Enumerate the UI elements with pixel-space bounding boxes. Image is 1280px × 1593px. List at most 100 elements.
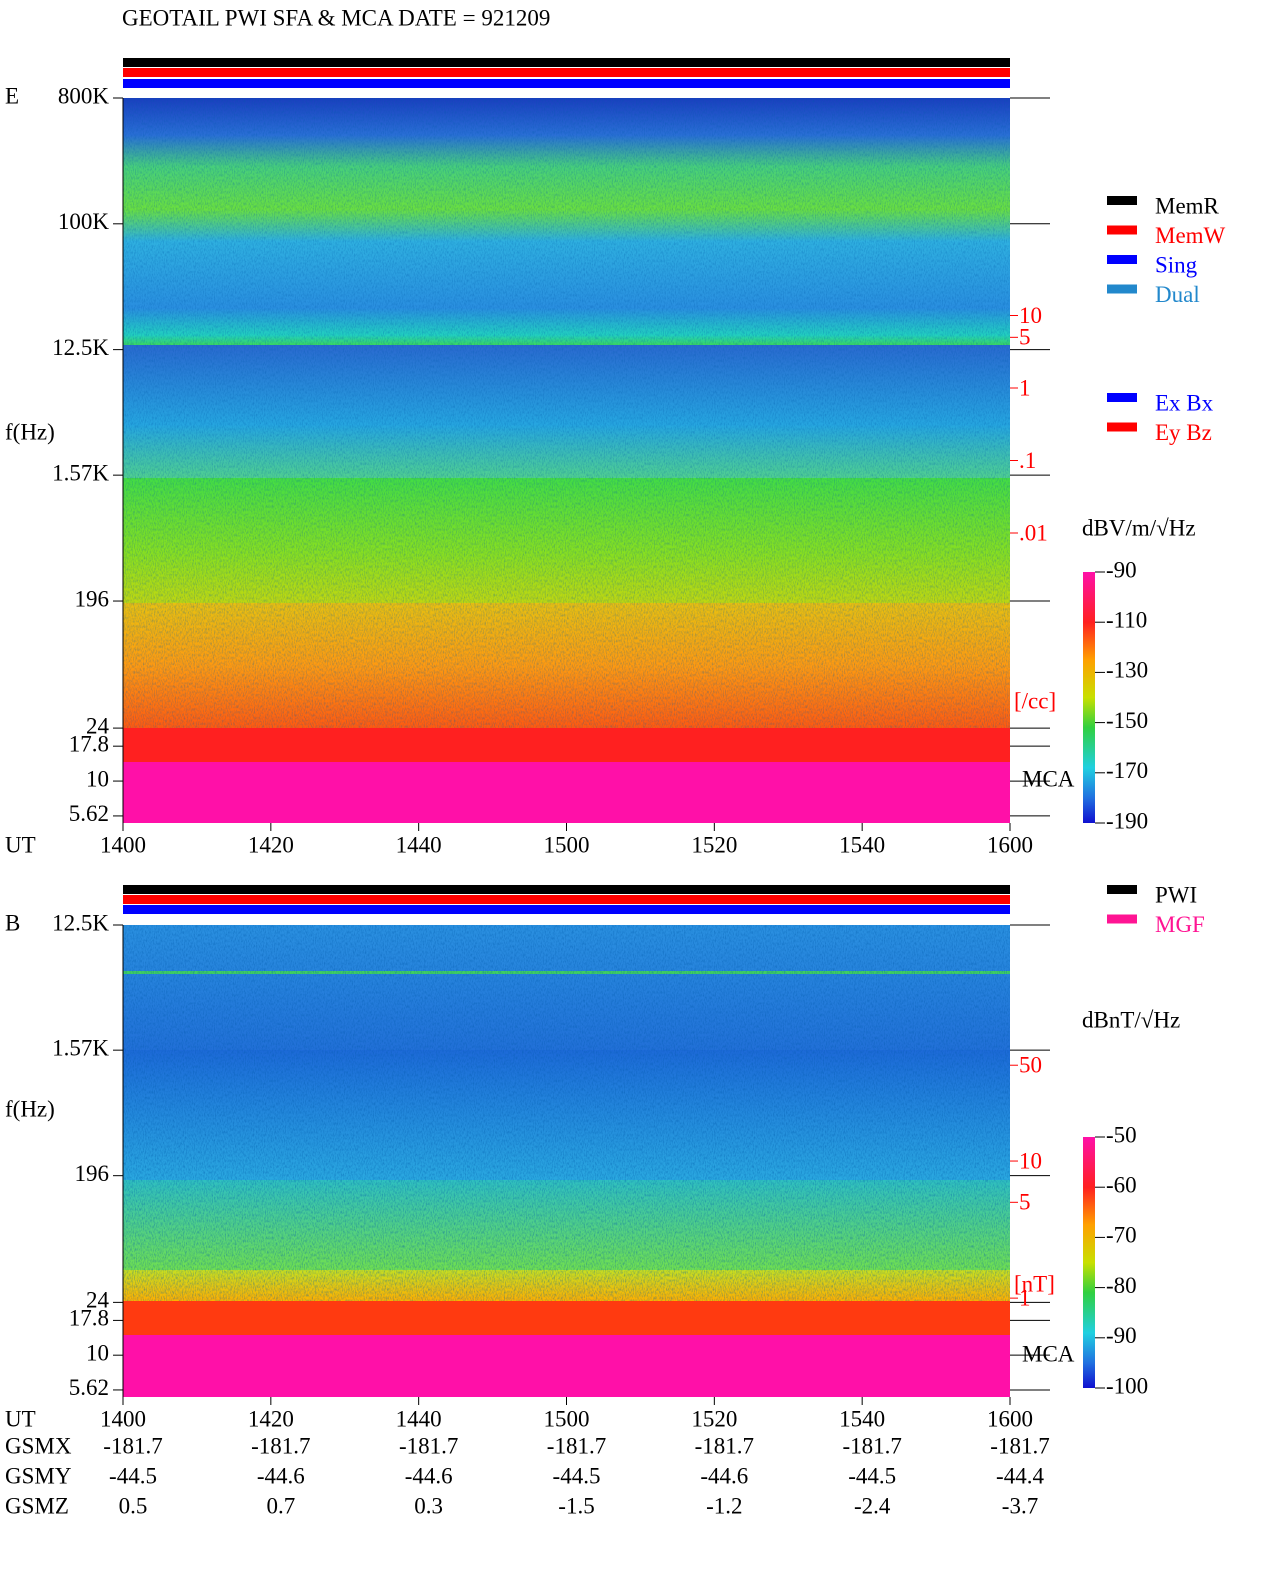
legend-label: MemW [1155,223,1226,248]
y-axis-label: f(Hz) [5,419,55,444]
legend-swatch [1107,255,1137,264]
orbit-value: -181.7 [251,1433,310,1458]
legend-swatch [1107,196,1137,205]
orbit-value: -44.5 [553,1463,601,1488]
x-tick-label: 1420 [248,1406,294,1431]
y-tick-label: 17.8 [69,1306,109,1331]
y2-axis-label: [nT] [1014,1271,1055,1296]
orbit-value: -181.7 [842,1433,901,1458]
colorbar-tick-label: -190 [1106,808,1148,833]
panel-label: B [5,910,20,935]
x-axis-label: UT [5,1406,36,1431]
orbit-value: -181.7 [990,1433,1049,1458]
x-axis-label: UT [5,832,36,857]
orbit-value: 0.7 [266,1493,295,1518]
y-tick-label: 12.5K [52,335,109,360]
orbit-label: GSMX [5,1433,72,1458]
y-tick-label: 24 [86,713,110,738]
x-tick-label: 1520 [691,832,737,857]
y-tick-label: 1.57K [52,460,109,485]
y-axis-label: f(Hz) [5,1096,55,1121]
x-tick-label: 1440 [396,832,442,857]
legend-swatch [1107,284,1137,294]
y-tick-label: 12.5K [52,910,109,935]
colorbar-tick-label: -150 [1106,708,1148,733]
spectrogram-e [123,98,1010,823]
y-tick-label: 100K [58,209,110,234]
orbit-value: -44.6 [700,1463,748,1488]
colorbar-tick-label: -50 [1106,1122,1137,1147]
orbit-label: GSMY [5,1463,72,1488]
orbit-value: -181.7 [695,1433,754,1458]
y-tick-label: 24 [86,1288,110,1313]
legend-swatch [1107,914,1137,924]
legend-label: Sing [1155,252,1198,277]
legend-label: Dual [1155,282,1200,307]
orbit-value: -3.7 [1002,1493,1038,1518]
y-tick-label: 17.8 [69,731,109,756]
x-tick-label: 1540 [839,832,885,857]
colorbar-tick-label: -100 [1106,1373,1148,1398]
legend-swatch [1107,393,1137,402]
y-tick-label: 10 [86,1340,109,1365]
y-tick-label: 196 [75,1161,110,1186]
legend-swatch [1107,225,1137,235]
orbit-value: -181.7 [399,1433,458,1458]
colorbar-e [1083,572,1095,823]
colorbar-tick-label: -60 [1106,1172,1137,1197]
y-tick-label: 5.62 [69,1375,109,1400]
orbit-value: -44.6 [257,1463,305,1488]
status-bars-b [123,885,1010,914]
y-tick-label: 800K [58,83,110,108]
orbit-value: -44.5 [848,1463,896,1488]
x-tick-label: 1400 [100,1406,146,1431]
orbit-value: -44.4 [996,1463,1044,1488]
mca-label: MCA [1022,766,1075,791]
legend-label: PWI [1155,882,1197,907]
spectrogram-b [123,925,1010,1397]
title: GEOTAIL PWI SFA & MCA DATE = 921209 [122,5,550,30]
y-tick-label: 5.62 [69,801,109,826]
colorbar-tick-label: -70 [1106,1223,1137,1248]
colorbar-tick-label: -170 [1106,758,1148,783]
y2-axis-label: [/cc] [1014,688,1056,713]
x-tick-label: 1540 [839,1406,885,1431]
legend-swatch [1107,885,1137,894]
colorbar-tick-label: -110 [1106,607,1147,632]
x-tick-label: 1600 [987,1406,1033,1431]
orbit-value: -1.5 [558,1493,594,1518]
x-tick-label: 1500 [544,1406,590,1431]
y-tick-label: 196 [75,586,110,611]
panel-label: E [5,83,19,108]
x-tick-label: 1420 [248,832,294,857]
colorbar-tick-label: -80 [1106,1273,1137,1298]
y-tick-label: 10 [86,766,109,791]
orbit-value: -1.2 [706,1493,742,1518]
legend-label: MGF [1155,912,1205,937]
colorbar-tick-label: -130 [1106,658,1148,683]
legend-label: Ex Bx [1155,390,1214,415]
orbit-label: GSMZ [5,1493,69,1518]
y2-tick-label: .1 [1019,448,1036,473]
colorbar-tick-label: -90 [1106,1323,1137,1348]
colorbar-b [1083,1137,1095,1388]
orbit-value: -2.4 [854,1493,891,1518]
x-tick-label: 1500 [544,832,590,857]
x-tick-label: 1520 [691,1406,737,1431]
colorbar-label: dBnT/√Hz [1082,1007,1180,1032]
y2-tick-label: 1 [1019,375,1031,400]
legend-swatch [1107,422,1137,432]
orbit-value: 0.5 [119,1493,148,1518]
orbit-value: -181.7 [103,1433,162,1458]
legend-label: Ey Bz [1155,420,1212,445]
orbit-value: -181.7 [547,1433,606,1458]
y2-tick-label: 10 [1019,1148,1042,1173]
y2-tick-label: 5 [1019,1190,1031,1215]
x-tick-label: 1440 [396,1406,442,1431]
status-bars-e [123,58,1010,88]
orbit-value: -44.5 [109,1463,157,1488]
x-tick-label: 1600 [987,832,1033,857]
orbit-value: -44.6 [405,1463,453,1488]
colorbar-label: dBV/m/√Hz [1082,515,1196,540]
